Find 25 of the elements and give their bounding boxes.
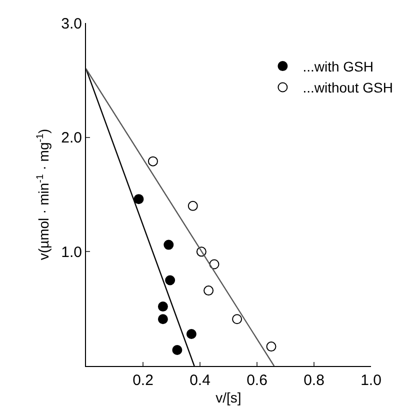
point	[232, 314, 242, 324]
point	[266, 342, 276, 352]
point	[148, 156, 158, 166]
legend-label: ...without GSH	[302, 80, 393, 96]
point	[165, 275, 176, 286]
point	[188, 200, 198, 211]
point	[164, 240, 174, 250]
point	[172, 344, 182, 355]
legend-label: ...with GSH	[302, 58, 374, 74]
x-axis-title: v/[s]	[216, 389, 242, 406]
point	[158, 314, 168, 324]
x-tick-label: 0.6	[246, 372, 268, 389]
y-tick-label: 1.0	[61, 244, 82, 261]
point	[134, 194, 144, 204]
x-tick-label: 0.2	[132, 372, 154, 389]
x-tick-label: 0.8	[304, 372, 324, 389]
point	[196, 246, 206, 257]
point	[204, 286, 214, 296]
x-tick-label: 0.4	[190, 372, 210, 389]
y-tick-label: 2.0	[61, 130, 82, 147]
point	[209, 259, 220, 270]
point	[186, 328, 196, 339]
point	[158, 302, 168, 312]
y-tick-label: 3.0	[61, 15, 82, 32]
x-tick-label: 1.0	[360, 372, 382, 389]
